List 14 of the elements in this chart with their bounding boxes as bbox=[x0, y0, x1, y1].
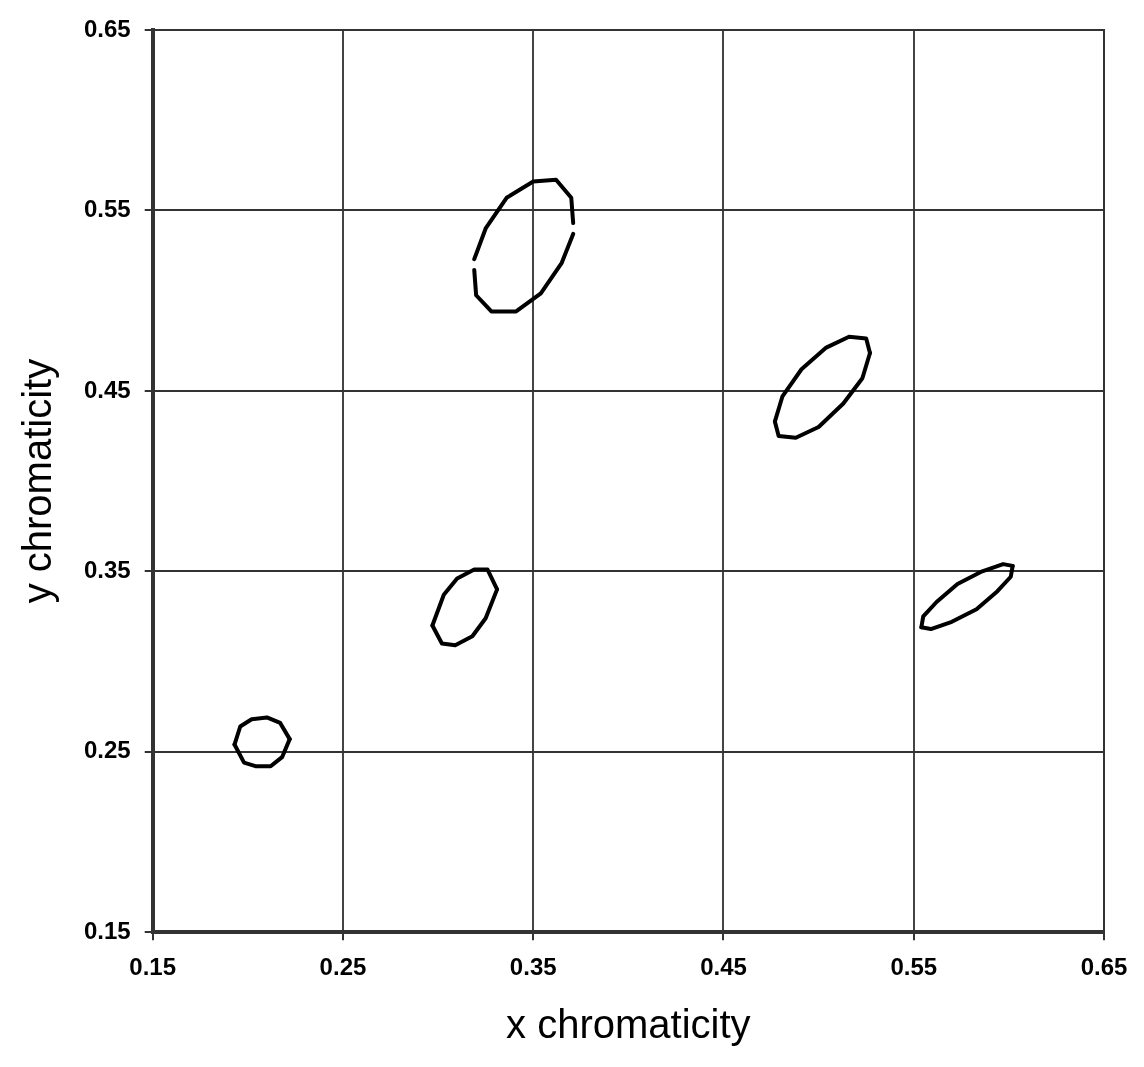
x-tick-label: 0.45 bbox=[700, 953, 747, 981]
x-tick-label: 0.15 bbox=[129, 953, 177, 981]
y-tick-label: 0.15 bbox=[83, 916, 131, 944]
y-tick-label: 0.25 bbox=[83, 736, 131, 764]
x-tick-label: 0.55 bbox=[890, 953, 938, 981]
y-tick-label: 0.65 bbox=[83, 14, 131, 42]
y-axis-title: y chromaticity bbox=[15, 358, 60, 604]
x-tick-label: 0.65 bbox=[1080, 953, 1128, 981]
x-axis-title: x chromaticity bbox=[506, 1002, 751, 1047]
x-tick-label: 0.35 bbox=[509, 953, 557, 981]
y-tick-label: 0.45 bbox=[83, 375, 131, 403]
x-tick-label: 0.25 bbox=[319, 953, 367, 981]
y-tick-label: 0.35 bbox=[83, 555, 131, 583]
y-tick-label: 0.55 bbox=[83, 195, 131, 223]
